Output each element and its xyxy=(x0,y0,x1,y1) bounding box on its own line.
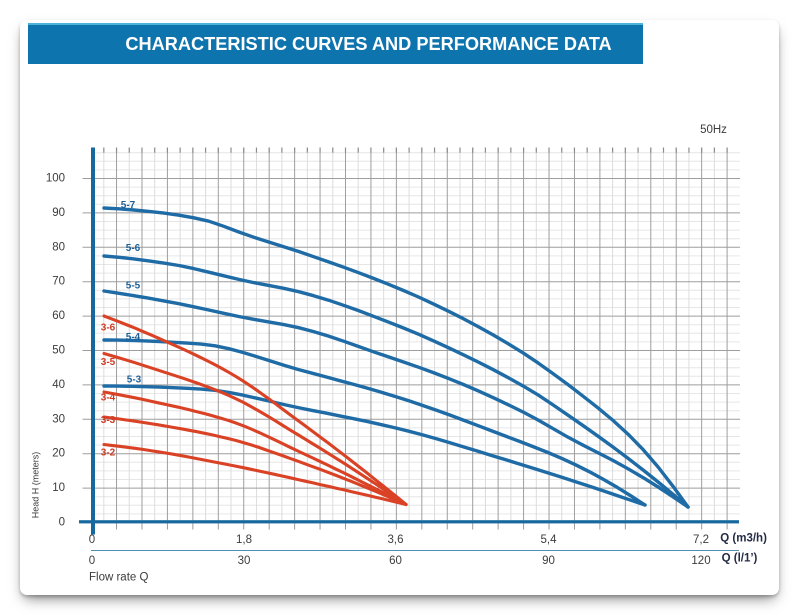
svg-text:50: 50 xyxy=(52,345,65,357)
svg-text:Flow rate Q: Flow rate Q xyxy=(89,572,148,584)
svg-text:120: 120 xyxy=(691,555,710,567)
svg-text:3-3: 3-3 xyxy=(101,415,116,426)
svg-text:20: 20 xyxy=(52,448,65,460)
svg-text:Q (l/1’): Q (l/1’) xyxy=(722,553,758,565)
svg-text:5-3: 5-3 xyxy=(127,374,142,385)
svg-text:Q (m3/h): Q (m3/h) xyxy=(720,532,767,544)
svg-text:5-7: 5-7 xyxy=(121,200,136,211)
svg-text:5,4: 5,4 xyxy=(541,534,558,546)
svg-text:90: 90 xyxy=(542,555,555,567)
svg-text:5-6: 5-6 xyxy=(126,243,141,254)
svg-text:1,8: 1,8 xyxy=(236,534,252,546)
svg-text:30: 30 xyxy=(238,555,251,567)
svg-text:40: 40 xyxy=(52,379,65,391)
svg-text:3-5: 3-5 xyxy=(101,357,116,368)
svg-text:50Hz: 50Hz xyxy=(700,124,727,136)
svg-text:10: 10 xyxy=(52,482,65,494)
svg-text:90: 90 xyxy=(52,207,65,219)
svg-text:0: 0 xyxy=(59,517,65,529)
svg-text:80: 80 xyxy=(52,241,65,253)
svg-text:100: 100 xyxy=(46,173,65,185)
svg-text:60: 60 xyxy=(52,310,65,322)
svg-text:70: 70 xyxy=(52,276,65,288)
svg-text:5-5: 5-5 xyxy=(126,280,141,291)
svg-text:30: 30 xyxy=(52,413,65,425)
svg-text:0: 0 xyxy=(89,555,95,567)
svg-text:60: 60 xyxy=(389,555,402,567)
svg-text:3-6: 3-6 xyxy=(101,322,116,333)
svg-text:3-4: 3-4 xyxy=(101,392,116,403)
svg-text:3-2: 3-2 xyxy=(101,448,116,459)
svg-text:0: 0 xyxy=(89,534,95,546)
svg-text:7,2: 7,2 xyxy=(693,534,709,546)
svg-text:5-4: 5-4 xyxy=(126,332,141,343)
svg-text:Head H (meters): Head H (meters) xyxy=(31,452,41,519)
svg-text:3,6: 3,6 xyxy=(388,534,404,546)
